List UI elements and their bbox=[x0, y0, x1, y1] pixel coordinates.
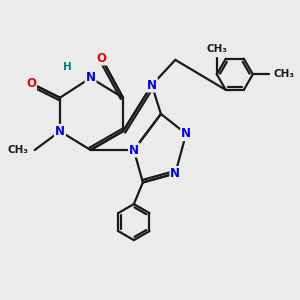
Text: N: N bbox=[147, 79, 157, 92]
Text: N: N bbox=[129, 143, 139, 157]
Text: CH₃: CH₃ bbox=[7, 145, 28, 155]
Text: H: H bbox=[63, 62, 71, 72]
Text: O: O bbox=[26, 77, 36, 90]
Text: CH₃: CH₃ bbox=[273, 69, 294, 79]
Text: N: N bbox=[55, 125, 65, 138]
Text: O: O bbox=[96, 52, 106, 64]
Text: N: N bbox=[181, 127, 191, 140]
Text: N: N bbox=[170, 167, 180, 180]
Text: CH₃: CH₃ bbox=[206, 44, 227, 54]
Text: N: N bbox=[85, 71, 96, 84]
